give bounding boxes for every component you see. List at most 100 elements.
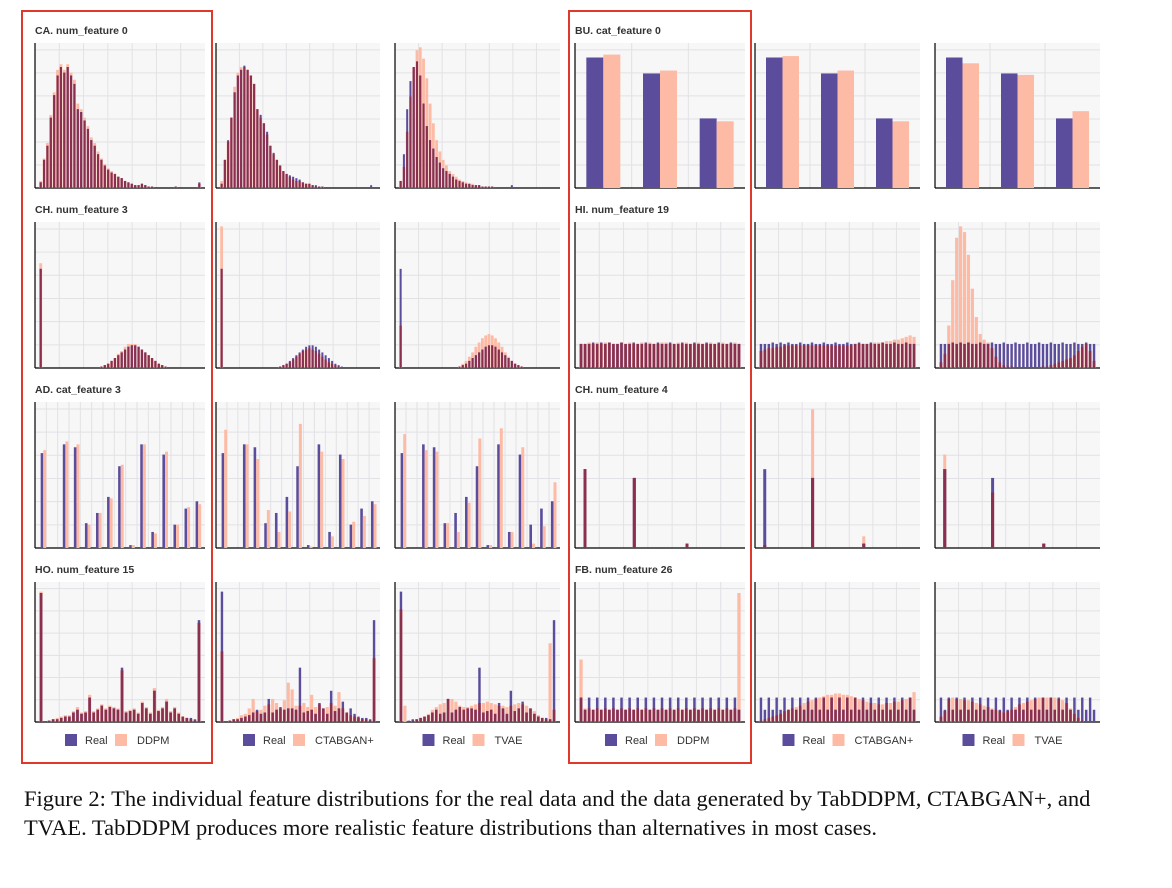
overlap-bar xyxy=(169,712,172,722)
panel-title: CH. num_feature 3 xyxy=(35,204,128,216)
real-bar xyxy=(1081,697,1084,722)
overlap-bar xyxy=(455,179,458,188)
overlap-bar xyxy=(853,343,857,368)
overlap-bar xyxy=(399,609,403,722)
overlap-bar xyxy=(947,343,951,368)
overlap-bar xyxy=(302,712,306,722)
overlap-bar xyxy=(419,717,422,722)
real-bar xyxy=(1006,343,1009,368)
overlap-bar xyxy=(301,351,304,368)
real-bar xyxy=(1061,342,1064,368)
overlap-bar xyxy=(484,346,487,368)
overlap-bar xyxy=(685,543,689,548)
overlap-bar xyxy=(763,719,767,722)
overlap-bar xyxy=(60,717,63,722)
synthetic-bar xyxy=(579,659,583,722)
overlap-bar xyxy=(331,363,334,368)
overlap-bar xyxy=(49,117,52,188)
overlap-bar xyxy=(1084,343,1088,368)
overlap-bar xyxy=(636,708,639,722)
overlap-bar xyxy=(100,705,104,722)
overlap-bar xyxy=(298,180,301,188)
real-bar xyxy=(939,697,943,722)
real-bar xyxy=(432,447,436,548)
overlap-bar xyxy=(517,365,520,368)
overlap-bar xyxy=(290,708,294,722)
real-bar xyxy=(1002,342,1005,368)
overlap-bar xyxy=(787,709,790,722)
overlap-bar xyxy=(147,355,150,368)
synthetic-bar xyxy=(403,705,407,722)
overlap-bar xyxy=(1069,358,1072,368)
overlap-bar xyxy=(982,343,986,368)
overlap-bar xyxy=(705,709,708,722)
overlap-bar xyxy=(517,708,520,722)
highlight-box-ddpm-right xyxy=(568,10,752,764)
overlap-bar xyxy=(466,708,469,722)
overlap-bar xyxy=(689,709,692,722)
overlap-bar xyxy=(136,713,140,722)
overlap-bar xyxy=(1081,720,1084,722)
synthetic-bar xyxy=(603,54,621,188)
overlap-bar xyxy=(422,103,425,188)
overlap-bar xyxy=(1010,366,1013,368)
real-bar xyxy=(486,545,490,548)
overlap-bar xyxy=(893,701,896,722)
overlap-bar xyxy=(144,352,147,368)
overlap-bar xyxy=(450,712,454,722)
overlap-bar xyxy=(295,356,298,368)
overlap-bar xyxy=(357,717,360,722)
overlap-bar xyxy=(681,709,684,722)
overlap-bar xyxy=(1018,704,1021,722)
synthetic-bar xyxy=(833,693,838,722)
real-bar xyxy=(129,545,132,548)
overlap-bar xyxy=(149,713,152,722)
overlap-bar xyxy=(83,120,86,188)
overlap-bar xyxy=(951,342,954,368)
overlap-bar xyxy=(321,356,324,368)
overlap-bar xyxy=(1077,717,1080,722)
overlap-bar xyxy=(955,698,958,722)
real-bar xyxy=(193,719,197,722)
overlap-bar xyxy=(943,353,947,368)
overlap-bar xyxy=(279,366,282,368)
real-bar xyxy=(767,697,771,722)
overlap-bar xyxy=(39,182,42,188)
overlap-bar xyxy=(632,709,635,722)
overlap-bar xyxy=(967,709,970,722)
overlap-bar xyxy=(288,176,291,188)
plot-background xyxy=(216,222,380,368)
overlap-bar xyxy=(294,709,298,722)
overlap-bar xyxy=(240,717,243,722)
overlap-bar xyxy=(763,545,767,548)
overlap-bar xyxy=(709,343,712,368)
overlap-bar xyxy=(177,713,180,722)
overlap-bar xyxy=(1065,702,1068,722)
synthetic-bar xyxy=(493,704,497,722)
overlap-bar xyxy=(415,61,419,188)
real-bar xyxy=(411,719,414,722)
overlap-bar xyxy=(468,183,471,188)
legend-swatch-synthetic xyxy=(472,734,485,746)
overlap-bar xyxy=(63,72,66,188)
overlap-bar xyxy=(507,358,510,368)
overlap-bar xyxy=(1073,713,1076,722)
real-bar xyxy=(876,118,893,188)
overlap-bar xyxy=(830,345,833,368)
overlap-bar xyxy=(292,179,295,188)
overlap-bar xyxy=(814,345,818,368)
overlap-bar xyxy=(198,183,201,188)
overlap-bar xyxy=(806,701,810,722)
synthetic-bar xyxy=(958,226,963,368)
overlap-bar xyxy=(279,165,282,188)
plot-background xyxy=(395,582,560,722)
overlap-bar xyxy=(689,343,692,368)
overlap-bar xyxy=(893,342,896,368)
figure-grid: CA. num_feature 0 BU. cat_feature 0 CH. nu… xyxy=(21,10,1100,764)
real-bar xyxy=(1014,342,1017,368)
legend-swatch-real xyxy=(782,734,795,746)
overlap-bar xyxy=(435,709,438,722)
synthetic-bar xyxy=(76,444,80,548)
synthetic-bar xyxy=(912,692,916,722)
plot-background xyxy=(35,582,205,722)
